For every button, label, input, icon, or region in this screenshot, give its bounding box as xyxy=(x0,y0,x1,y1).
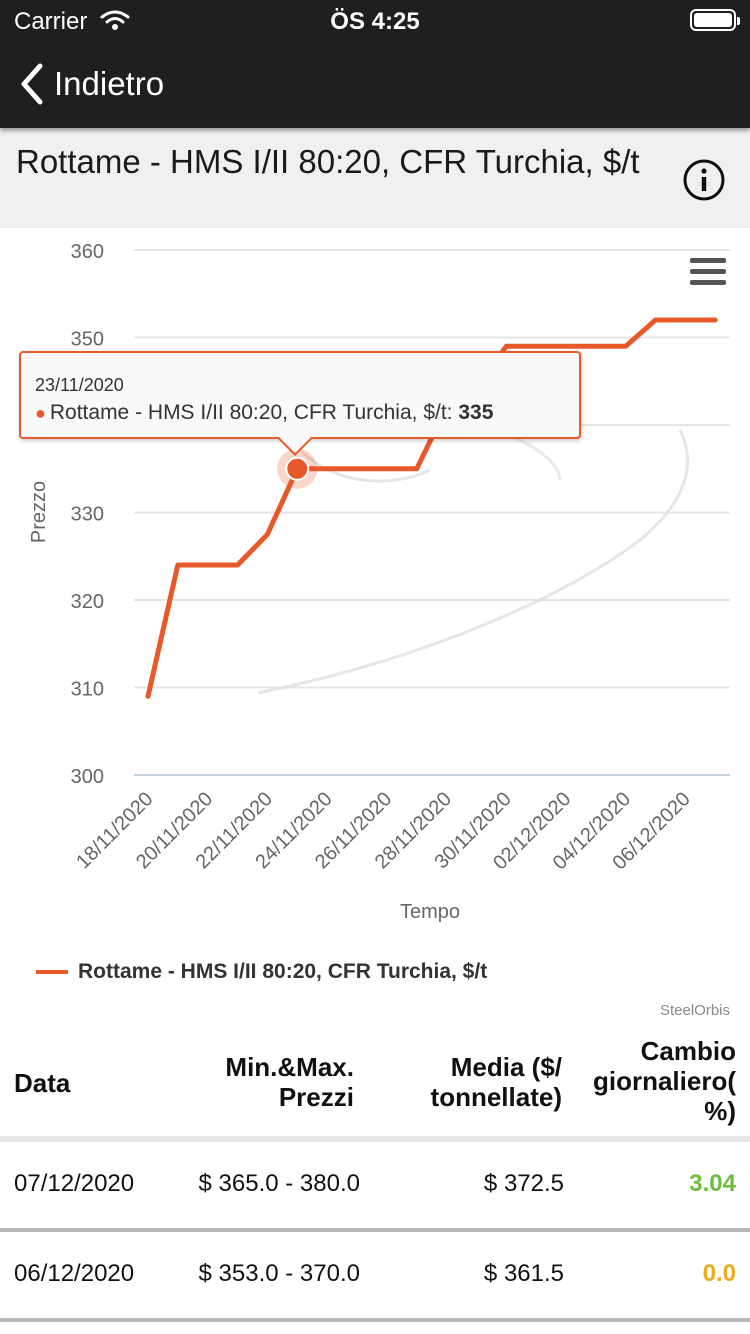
header-avg-line1: Media ($/ xyxy=(450,1052,562,1082)
row-average: $ 361.5 xyxy=(483,1260,564,1287)
table-header: Data Min.&Max. Prezzi Media ($/ tonnella… xyxy=(0,1030,750,1136)
row-change: 3.04 xyxy=(689,1170,736,1197)
watermark-logo xyxy=(257,418,689,695)
row-divider xyxy=(0,1228,750,1232)
table-row[interactable]: 07/12/2020 $ 365.0 - 380.0 $ 372.5 3.04 xyxy=(0,1142,750,1228)
header-change-line2: giornaliero( xyxy=(592,1066,736,1096)
legend-swatch xyxy=(36,970,68,974)
info-icon[interactable] xyxy=(682,158,726,202)
row-date: 07/12/2020 xyxy=(14,1170,135,1197)
y-tick-label: 310 xyxy=(71,679,104,701)
back-button[interactable]: Indietro xyxy=(14,60,164,108)
back-label: Indietro xyxy=(54,65,165,102)
series-dot-icon: ● xyxy=(35,403,46,423)
y-axis-label: Prezzo xyxy=(28,481,50,543)
y-tick-label: 360 xyxy=(71,241,104,263)
y-tick-label: 300 xyxy=(71,766,104,788)
header-date: Data xyxy=(14,1068,71,1098)
carrier-label: Carrier xyxy=(14,8,88,35)
tooltip-line: ● Rottame - HMS I/II 80:20, CFR Turchia, … xyxy=(35,401,493,425)
battery-icon xyxy=(690,9,740,31)
wifi-icon xyxy=(100,10,130,30)
y-tick-label: 350 xyxy=(71,329,104,351)
title-bar: Rottame - HMS I/II 80:20, CFR Turchia, $… xyxy=(0,128,750,228)
chart-tooltip: 23/11/2020 ● Rottame - HMS I/II 80:20, CF… xyxy=(19,351,581,456)
chevron-left-icon xyxy=(21,63,43,105)
header-average: Media ($/ tonnellate) xyxy=(431,1052,562,1112)
y-tick-label: 330 xyxy=(71,504,104,526)
header-divider xyxy=(0,1136,750,1142)
price-chart: 360350340330320310300Prezzo18/11/202020/… xyxy=(28,241,730,923)
header-minmax-line2: Prezzi xyxy=(278,1082,354,1112)
header-change: Cambio giornaliero( %) xyxy=(593,1036,736,1126)
x-axis-label: Tempo xyxy=(400,901,460,923)
header-minmax: Min.&Max. Prezzi xyxy=(225,1052,354,1112)
table-row[interactable]: 06/12/2020 $ 353.0 - 370.0 $ 361.5 0.0 xyxy=(0,1232,750,1318)
header-change-line3: %) xyxy=(704,1096,736,1126)
tooltip-date: 23/11/2020 xyxy=(35,375,124,395)
row-range: $ 353.0 - 370.0 xyxy=(198,1260,360,1287)
row-divider xyxy=(0,1318,750,1322)
header-avg-line2: tonnellate) xyxy=(430,1082,562,1112)
row-date: 06/12/2020 xyxy=(14,1260,135,1287)
nav-bar: Indietro xyxy=(0,40,750,128)
header-change-line1: Cambio xyxy=(640,1036,736,1066)
clock: ÖS 4:25 xyxy=(330,8,420,35)
row-range: $ 365.0 - 380.0 xyxy=(198,1170,360,1197)
row-change: 0.0 xyxy=(702,1260,736,1287)
row-average: $ 372.5 xyxy=(483,1170,564,1197)
tooltip-series-label: Rottame - HMS I/II 80:20, CFR Turchia, $… xyxy=(49,401,453,424)
chart-menu-icon[interactable] xyxy=(690,258,726,288)
chart-legend-item[interactable]: Rottame - HMS I/II 80:20, CFR Turchia, $… xyxy=(36,960,487,984)
page-title: Rottame - HMS I/II 80:20, CFR Turchia, $… xyxy=(16,143,640,180)
chart-credit: SteelOrbis xyxy=(659,1002,730,1019)
header-minmax-line1: Min.&Max. xyxy=(225,1052,354,1082)
legend-label: Rottame - HMS I/II 80:20, CFR Turchia, $… xyxy=(78,960,488,983)
tooltip-value: 335 xyxy=(458,401,494,424)
highlighted-point xyxy=(285,456,310,481)
y-tick-label: 320 xyxy=(71,591,104,613)
status-bar: Carrier ÖS 4:25 xyxy=(0,0,750,40)
